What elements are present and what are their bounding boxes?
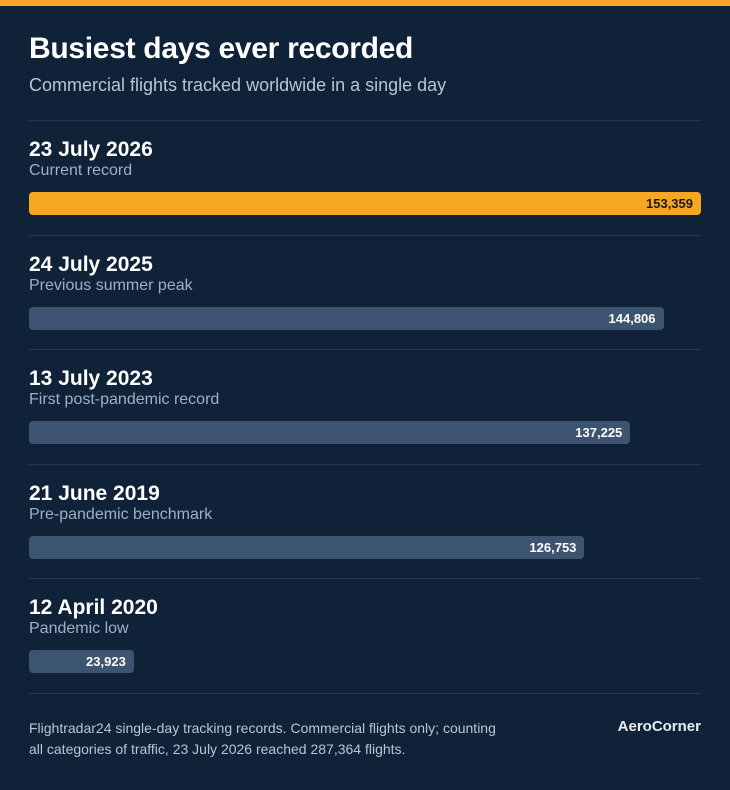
category-label: 23 July 2026	[29, 138, 153, 161]
category-description: First post-pandemic record	[29, 391, 220, 409]
category-description: Current record	[29, 162, 133, 179]
footnote: Flightradar24 single-day tracking record…	[29, 720, 496, 757]
value-label: 126,753	[529, 539, 577, 555]
bar: 153,359	[29, 192, 701, 215]
category-label: 13 July 2023	[29, 367, 153, 391]
bar: 126,753	[29, 535, 585, 559]
divider	[29, 120, 701, 121]
bar: 144,806	[29, 306, 664, 330]
category-description: Pre-pandemic benchmark	[29, 505, 213, 523]
divider	[29, 463, 701, 465]
divider	[29, 234, 701, 236]
category-description: Previous summer peak	[29, 276, 193, 294]
bar: 137,225	[29, 421, 631, 445]
category-label: 12 April 2020	[29, 596, 158, 620]
category-description: Pandemic low	[29, 620, 129, 638]
value-label: 144,806	[608, 310, 656, 326]
value-label: 137,225	[575, 425, 623, 441]
divider	[29, 349, 701, 351]
brand: AeroCorner	[617, 718, 701, 735]
value-label: 23,923	[86, 654, 126, 670]
value-label: 153,359	[646, 196, 693, 211]
chart-subtitle: Commercial flights tracked worldwide in …	[29, 75, 447, 95]
category-label: 21 June 2019	[29, 481, 160, 505]
chart-title: Busiest days ever recorded	[29, 32, 414, 65]
divider	[29, 578, 701, 580]
bar: 23,923	[29, 650, 134, 674]
category-label: 24 July 2025	[29, 252, 153, 276]
divider	[29, 693, 701, 694]
